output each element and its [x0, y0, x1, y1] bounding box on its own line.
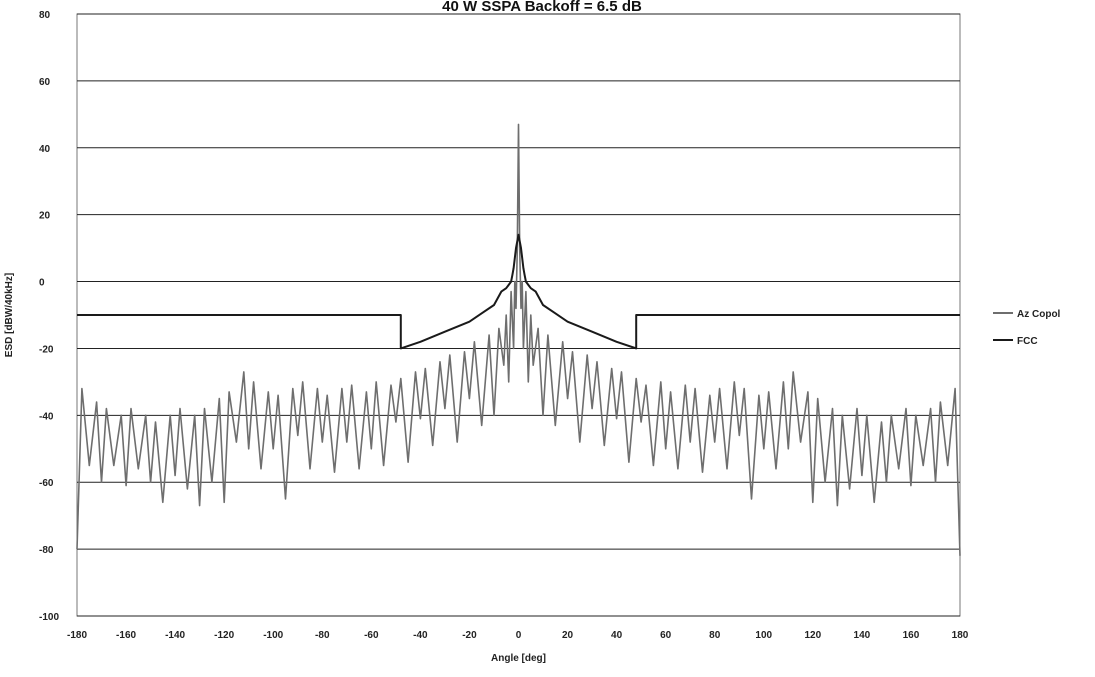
x-tick-label: -100: [263, 630, 283, 641]
x-axis: -180 -160 -140 -120 -100 -80 -60 -40 -20 0 20 40 60 8…: [67, 630, 969, 641]
y-tick-label: -20: [39, 344, 54, 355]
x-tick-label: 140: [854, 630, 871, 641]
y-tick-label: 40: [39, 144, 51, 155]
x-tick-label: -140: [165, 630, 185, 641]
x-tick-label: -180: [67, 630, 87, 641]
x-tick-label: 100: [755, 630, 772, 641]
x-tick-label: 120: [804, 630, 821, 641]
chart-title: 40 W SSPA Backoff = 6.5 dB: [442, 0, 642, 15]
x-tick-label: -60: [364, 630, 379, 641]
x-tick-label: 0: [516, 630, 522, 641]
y-axis: -100 -80 -60 -40 -20 0 20 40 60 80: [39, 10, 59, 623]
x-tick-label: 180: [952, 630, 969, 641]
x-tick-label: 80: [709, 630, 721, 641]
x-tick-label: -20: [462, 630, 477, 641]
y-tick-label: -100: [39, 612, 59, 623]
x-axis-title: Angle [deg]: [491, 653, 546, 664]
y-tick-label: 80: [39, 10, 51, 21]
gridlines: [77, 13, 960, 617]
y-tick-label: -80: [39, 545, 54, 556]
x-tick-label: 160: [903, 630, 920, 641]
y-axis-title: ESD [dBW/40kHz]: [4, 273, 15, 357]
y-tick-label: 0: [39, 278, 45, 289]
legend-label-fcc: FCC: [1017, 336, 1038, 347]
x-tick-label: 60: [660, 630, 672, 641]
legend: Az Copol FCC: [993, 309, 1061, 347]
legend-label-az-copol: Az Copol: [1017, 309, 1061, 320]
series-layer: [76, 123, 961, 556]
x-tick-label: 20: [562, 630, 574, 641]
x-tick-label: -80: [315, 630, 330, 641]
x-tick-label: 40: [611, 630, 623, 641]
y-tick-label: 60: [39, 77, 51, 88]
series-line-az-copol: [76, 123, 961, 556]
y-tick-label: -40: [39, 411, 54, 422]
x-tick-label: -120: [214, 630, 234, 641]
y-tick-label: -60: [39, 478, 54, 489]
x-tick-label: -160: [116, 630, 136, 641]
x-tick-label: -40: [413, 630, 428, 641]
y-tick-label: 20: [39, 211, 51, 222]
series-line-fcc: [77, 233, 960, 350]
